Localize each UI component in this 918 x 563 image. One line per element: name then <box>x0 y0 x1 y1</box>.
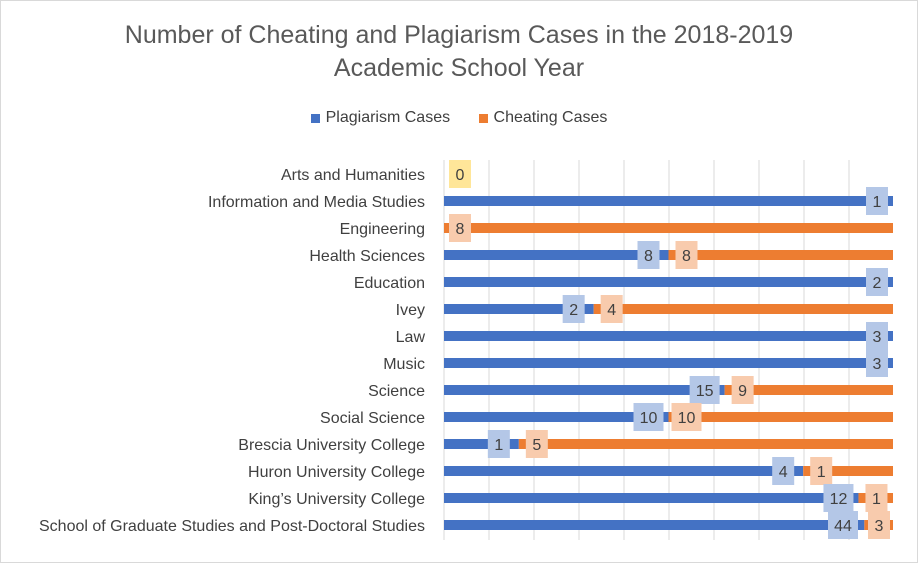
bar-plagiarism <box>444 331 893 341</box>
category-label: Music <box>383 356 425 373</box>
data-label-box <box>828 511 858 539</box>
bar-cheating <box>803 466 893 476</box>
data-label-box <box>671 403 702 431</box>
category-label: Engineering <box>340 221 425 238</box>
data-label: 8 <box>682 248 691 265</box>
category-label: Social Science <box>320 410 425 427</box>
category-label: School of Graduate Studies and Post-Doct… <box>39 518 425 535</box>
data-label-box <box>866 349 888 377</box>
data-label-box <box>731 376 754 404</box>
data-label-box <box>675 241 698 269</box>
category-label: Law <box>396 329 426 346</box>
legend-item-cheating: Cheating Cases <box>478 109 608 127</box>
bar-plagiarism <box>444 250 669 260</box>
data-label: 15 <box>696 383 714 400</box>
data-label: 1 <box>494 437 503 454</box>
data-label: 9 <box>738 383 747 400</box>
bar-plagiarism <box>444 304 594 314</box>
category-label: Brescia University College <box>238 437 425 454</box>
category-label: Science <box>368 383 425 400</box>
data-label-box <box>637 241 660 269</box>
data-label-box <box>810 457 833 485</box>
bar-plagiarism <box>444 493 859 503</box>
bar-cheating <box>724 385 893 395</box>
data-label: 3 <box>873 356 882 373</box>
data-label: 3 <box>873 329 882 346</box>
data-label: 8 <box>456 221 465 238</box>
bar-plagiarism <box>444 385 725 395</box>
data-label-box <box>487 430 510 458</box>
legend-label-plagiarism: Plagiarism Cases <box>325 109 451 126</box>
category-label: Huron University College <box>248 464 425 481</box>
category-label: King’s University College <box>248 491 425 508</box>
data-label: 1 <box>872 491 881 508</box>
legend-swatch-cheating <box>478 113 488 123</box>
data-label: 10 <box>640 410 658 427</box>
data-label-box <box>865 484 888 512</box>
bar-cheating <box>668 250 893 260</box>
data-label: 8 <box>644 248 653 265</box>
bar-cheating <box>668 412 893 422</box>
data-label-box <box>772 457 795 485</box>
data-label: 0 <box>456 167 465 184</box>
category-label: Arts and Humanities <box>281 167 425 184</box>
category-label: Health Sciences <box>309 248 425 265</box>
data-label: 4 <box>779 464 788 481</box>
data-label: 44 <box>834 518 852 535</box>
data-label-box <box>868 511 890 539</box>
data-label-box <box>866 268 888 296</box>
data-label: 12 <box>830 491 848 508</box>
bar-plagiarism <box>444 466 804 476</box>
chart-title: Number of Cheating and Plagiarism Cases … <box>0 19 918 85</box>
bar-cheating <box>518 439 893 449</box>
legend-swatch-plagiarism <box>310 113 320 123</box>
data-label-box <box>449 214 471 242</box>
bar-plagiarism <box>444 520 865 530</box>
bar-plagiarism <box>444 277 893 287</box>
data-label-box <box>600 295 623 323</box>
data-label: 4 <box>607 302 616 319</box>
chart-title-line-2: Academic School Year <box>333 54 585 82</box>
bar-plagiarism <box>444 358 893 368</box>
data-label-box <box>525 430 548 458</box>
bar-plagiarism <box>444 412 669 422</box>
bar-cheating <box>444 223 893 233</box>
data-label-box <box>866 187 888 215</box>
category-label: Information and Media Studies <box>208 194 425 211</box>
legend-label-cheating: Cheating Cases <box>493 109 608 126</box>
bar-plagiarism <box>444 439 519 449</box>
data-label-box <box>823 484 854 512</box>
bar-cheating <box>593 304 893 314</box>
category-label: Ivey <box>396 302 425 319</box>
data-label: 1 <box>817 464 826 481</box>
data-label: 2 <box>569 302 578 319</box>
legend-item-plagiarism: Plagiarism Cases <box>310 109 451 127</box>
data-label: 10 <box>678 410 696 427</box>
data-label-box <box>866 322 888 350</box>
data-label: 1 <box>873 194 882 211</box>
data-label-box <box>689 376 720 404</box>
data-label-box <box>449 160 471 188</box>
data-label-box <box>562 295 585 323</box>
chart-title-line-1: Number of Cheating and Plagiarism Cases … <box>124 21 794 49</box>
category-label: Education <box>354 275 425 292</box>
data-label: 3 <box>875 518 884 535</box>
data-label: 2 <box>873 275 882 292</box>
bar-plagiarism <box>444 196 893 206</box>
data-label-box <box>633 403 664 431</box>
chart-legend: Plagiarism Cases Cheating Cases <box>0 109 918 128</box>
data-label: 5 <box>532 437 541 454</box>
